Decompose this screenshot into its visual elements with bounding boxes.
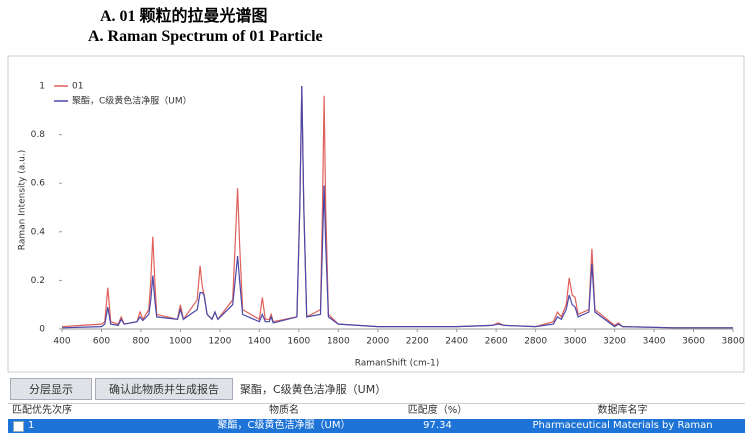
x-tick-label: 3200 bbox=[603, 337, 626, 347]
table-cell: 物质名 bbox=[269, 405, 299, 416]
table-cell: 匹配优先次序 bbox=[12, 405, 72, 416]
y-tick-label: 0.2 bbox=[31, 276, 45, 286]
table-cell: Pharmaceutical Materials by Raman bbox=[532, 420, 713, 431]
title-en: A. Raman Spectrum of 01 Particle bbox=[88, 28, 323, 45]
table-cell: 97.34 bbox=[423, 420, 452, 431]
x-tick-label: 1400 bbox=[248, 337, 271, 347]
x-tick-label: 1600 bbox=[287, 337, 310, 347]
y-tick-label: 0.4 bbox=[31, 227, 46, 237]
checkbox[interactable] bbox=[13, 421, 24, 432]
selected-substance: 聚酯，C级黄色洁净服（UM） bbox=[240, 383, 387, 396]
chart-frame bbox=[7, 55, 745, 373]
x-tick-label: 3800 bbox=[722, 337, 745, 347]
x-tick-label: 600 bbox=[93, 337, 110, 347]
x-tick-label: 2400 bbox=[445, 337, 468, 347]
legend-label: 聚酯，C级黄色洁净服（UM） bbox=[72, 95, 192, 107]
table-row-selected[interactable] bbox=[8, 419, 745, 433]
x-tick-label: 400 bbox=[53, 337, 70, 347]
x-tick-label: 800 bbox=[132, 337, 149, 347]
x-tick-label: 1200 bbox=[208, 337, 231, 347]
button[interactable]: 确认此物质并生成报告 bbox=[95, 378, 233, 400]
spectrum-line bbox=[61, 85, 733, 329]
y-tick-label: 0.6 bbox=[31, 179, 46, 189]
x-tick-label: 2000 bbox=[366, 337, 389, 347]
title-cn: A. 01 颗粒的拉曼光谱图 bbox=[100, 8, 268, 25]
table-cell: 聚酯，C级黄色洁净服（UM） bbox=[217, 420, 351, 431]
y-axis-label: Raman Intensity (a.u.) bbox=[18, 150, 28, 250]
x-tick-label: 2600 bbox=[485, 337, 508, 347]
spectrum-line bbox=[61, 85, 733, 329]
chart: Raman Intensity (a.u.) RamanShift (cm-1)… bbox=[7, 55, 745, 373]
x-tick-label: 3000 bbox=[564, 337, 587, 347]
x-tick-label: 3600 bbox=[682, 337, 705, 347]
x-axis-label: RamanShift (cm-1) bbox=[355, 359, 440, 369]
x-tick-label: 3400 bbox=[643, 337, 666, 347]
x-tick-label: 1000 bbox=[169, 337, 192, 347]
legend-label: 01 bbox=[72, 82, 83, 92]
y-tick-label: 1 bbox=[39, 82, 45, 92]
x-tick-label: 2200 bbox=[406, 337, 429, 347]
table-cell: 1 bbox=[28, 420, 35, 431]
table-cell: 匹配度（%） bbox=[407, 405, 468, 416]
y-tick-label: 0 bbox=[39, 325, 45, 335]
button[interactable]: 分层显示 bbox=[10, 378, 92, 400]
x-tick-label: 1800 bbox=[327, 337, 350, 347]
y-tick-label: 0.8 bbox=[31, 130, 46, 140]
table-cell: 数据库名字 bbox=[597, 405, 648, 416]
x-tick-label: 2800 bbox=[524, 337, 547, 347]
